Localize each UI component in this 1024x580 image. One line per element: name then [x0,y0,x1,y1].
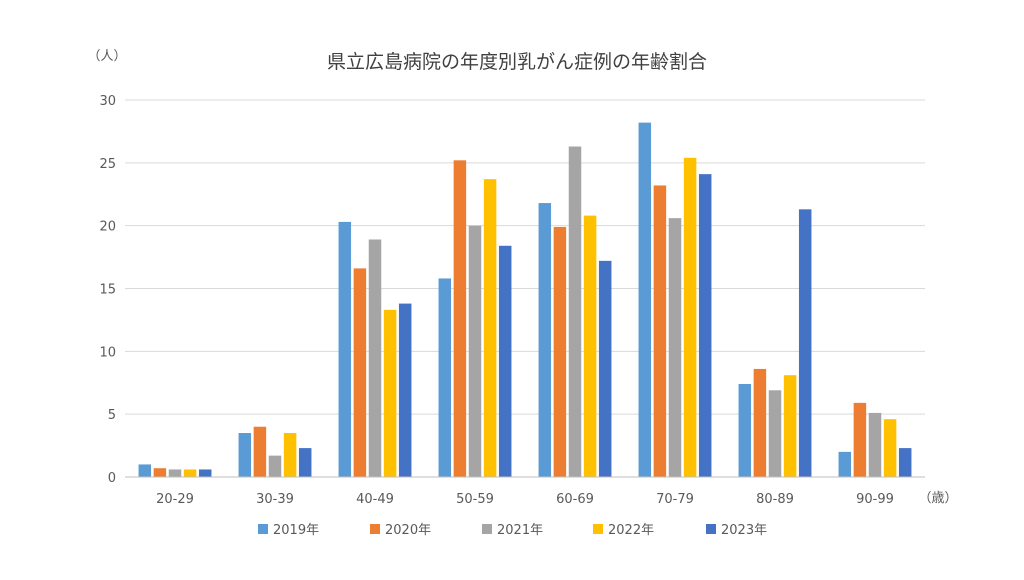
bar-30-39-2020年 [253,426,267,477]
legend-swatch [482,524,492,534]
x-tick-label: 60-69 [556,492,594,507]
legend-swatch [706,524,716,534]
y-axis-unit-label: （人） [87,49,126,64]
bar-80-89-2022年 [783,375,797,477]
bar-70-79-2020年 [653,185,667,477]
bar-20-29-2019年 [138,464,152,477]
legend-label: 2020年 [385,523,431,538]
y-tick-label: 5 [108,408,116,423]
x-tick-label: 50-59 [456,492,494,507]
bar-40-49-2022年 [383,309,397,477]
bar-40-49-2021年 [368,239,382,477]
legend-label: 2021年 [497,523,543,538]
bar-40-49-2020年 [353,268,367,477]
x-tick-label: 30-39 [256,492,294,507]
legend-swatch [258,524,268,534]
bar-60-69-2019年 [538,203,552,477]
bar-80-89-2021年 [768,390,782,477]
bar-30-39-2022年 [283,433,297,477]
x-axis-unit-label: （歳） [918,491,957,506]
bar-20-29-2021年 [168,469,182,477]
x-tick-label: 80-89 [756,492,794,507]
bar-90-99-2019年 [838,451,852,477]
y-tick-label: 20 [99,220,116,235]
x-tick-label: 20-29 [156,492,194,507]
bar-40-49-2019年 [338,221,352,477]
bar-60-69-2023年 [598,260,612,477]
legend-label: 2019年 [273,523,319,538]
x-axis-ticks: 20-29 30-39 40-49 50-59 60-69 70-79 80-89 90-99 [156,492,894,507]
legend-swatch [593,524,603,534]
bar-30-39-2019年 [238,433,252,477]
y-tick-label: 10 [99,345,116,360]
bar-30-39-2021年 [268,455,282,477]
y-axis-ticks: 0 5 10 15 20 25 30 [99,94,116,486]
bar-70-79-2021年 [668,218,682,478]
bar-70-79-2023年 [698,174,712,478]
y-tick-label: 30 [99,94,116,109]
bar-70-79-2022年 [683,157,697,477]
bar-90-99-2022年 [883,419,897,477]
bar-60-69-2022年 [583,215,597,477]
bar-40-49-2023年 [398,303,412,477]
bar-60-69-2021年 [568,146,582,477]
bar-20-29-2023年 [198,469,212,477]
bar-30-39-2023年 [298,448,312,477]
bar-20-29-2022年 [183,469,197,477]
bar-90-99-2021年 [868,412,882,477]
bar-80-89-2023年 [798,209,812,477]
bar-70-79-2019年 [638,122,652,478]
bar-50-59-2020年 [453,160,467,477]
chart-title: 県立広島病院の年度別乳がん症例の年齢割合 [327,51,707,73]
bar-20-29-2020年 [153,468,167,477]
bars [138,122,912,478]
bar-90-99-2023年 [898,448,912,477]
x-tick-label: 40-49 [356,492,394,507]
bar-50-59-2022年 [483,179,497,478]
legend-label: 2023年 [721,523,767,538]
y-tick-label: 0 [108,471,116,486]
bar-60-69-2020年 [553,226,567,477]
y-tick-label: 25 [99,157,116,172]
legend-swatch [370,524,380,534]
bar-80-89-2020年 [753,368,767,477]
x-tick-label: 90-99 [856,492,894,507]
x-tick-label: 70-79 [656,492,694,507]
bar-50-59-2023年 [498,245,512,477]
bar-80-89-2019年 [738,384,752,477]
bar-50-59-2019年 [438,278,452,477]
bar-50-59-2021年 [468,225,482,477]
y-tick-label: 15 [99,283,116,298]
bar-90-99-2020年 [853,402,867,477]
legend-label: 2022年 [608,523,654,538]
legend: 2019年 2020年 2021年 2022年 2023年 [258,523,767,538]
